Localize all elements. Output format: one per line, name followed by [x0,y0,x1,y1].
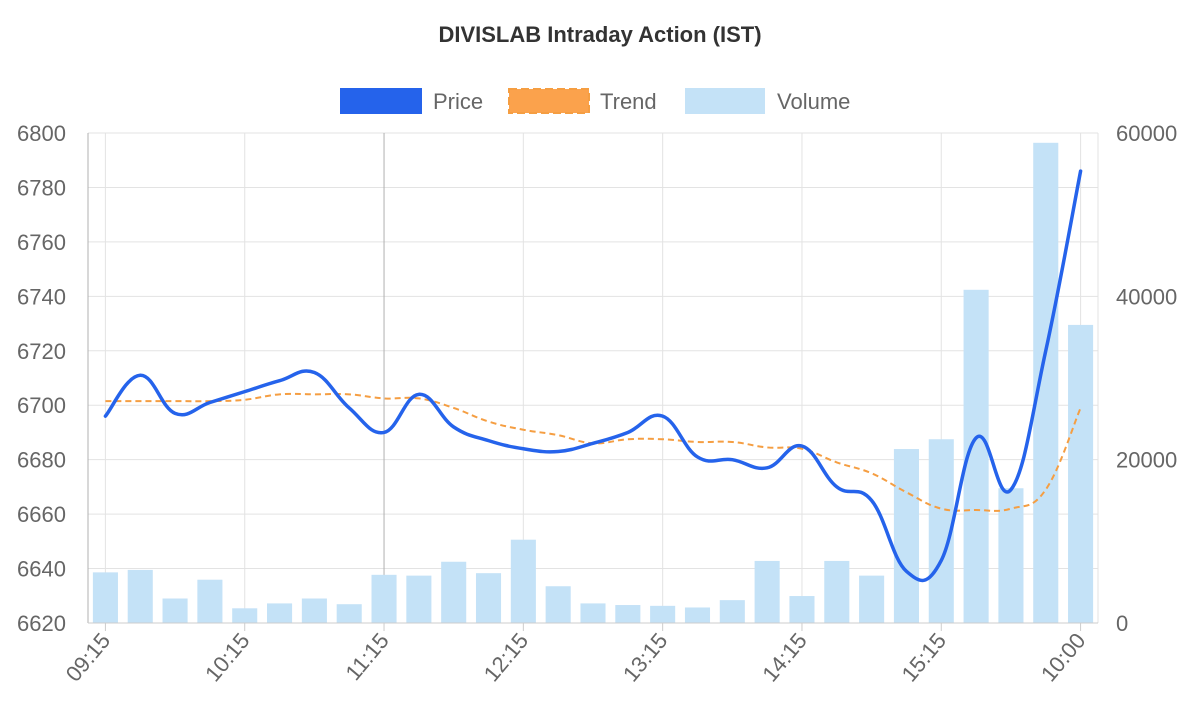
x-tick-label-5: 14:15 [757,628,812,686]
volume-bar-0 [92,572,118,623]
legend-swatch-volume [685,88,765,114]
volume-bar-4 [232,608,258,623]
legend-label-trend: Trend [600,89,657,114]
volume-bar-21 [824,560,850,623]
price-line [103,169,1083,583]
legend-label-price: Price [433,89,483,114]
volume-bar-23 [893,449,919,623]
volume-bar-8 [371,574,397,623]
y-left-tick-label-0: 6620 [17,611,66,636]
price-lines [103,169,1083,583]
volume-bar-5 [267,603,293,623]
x-tick-label-1: 10:15 [200,628,255,686]
volume-bars [92,142,1094,624]
volume-bar-17 [684,607,711,623]
volume-bar-3 [197,579,223,623]
legend-label-volume: Volume [777,89,850,114]
x-tick-label-6: 15:15 [897,628,952,686]
volume-bar-7 [336,604,362,623]
volume-bar-18 [719,600,745,623]
y-right-tick-label-3: 60000 [1116,121,1177,146]
x-tick-label-3: 12:15 [479,628,534,686]
volume-bar-12 [510,539,536,623]
y-left-tick-label-8: 6780 [17,175,66,200]
volume-bar-19 [754,560,780,623]
legend-item-volume[interactable]: Volume [685,88,850,114]
volume-bar-26 [998,488,1024,623]
legend-item-trend[interactable]: Trend [508,88,657,114]
x-tick-label-2: 11:15 [340,628,393,685]
y-left-tick-label-3: 6680 [17,448,66,473]
y-left-tick-label-4: 6700 [17,393,66,418]
volume-bar-28 [1068,324,1094,623]
y-right-tick-label-1: 20000 [1116,448,1177,473]
volume-bar-13 [545,586,571,623]
y-right-tick-label-2: 40000 [1116,284,1177,309]
volume-bar-27 [1033,142,1059,624]
legend: Price Trend Volume [340,88,850,114]
volume-bar-10 [441,561,467,623]
volume-bar-6 [301,598,327,623]
volume-bar-2 [162,598,188,623]
y-left-tick-label-7: 6760 [17,230,66,255]
legend-swatch-price [340,88,422,114]
legend-item-price[interactable]: Price [340,88,483,114]
volume-bar-15 [615,605,641,623]
volume-bar-16 [650,605,676,623]
x-tick-label-0: 09:15 [61,628,116,686]
y-left-tick-label-6: 6740 [17,284,66,309]
x-tick-label-7: 10:00 [1036,628,1091,686]
y-right-tick-label-0: 0 [1116,611,1128,636]
volume-bar-9 [406,575,432,623]
volume-bar-1 [127,569,153,623]
y-left-tick-label-9: 6800 [17,121,66,146]
y-left-tick-label-5: 6720 [17,339,66,364]
volume-bar-11 [475,573,502,623]
volume-bar-20 [789,596,815,623]
x-tick-label-4: 13:15 [618,628,673,686]
chart-title: DIVISLAB Intraday Action (IST) [438,22,761,47]
y-left-tick-label-1: 6640 [17,557,66,582]
volume-bar-14 [580,603,606,623]
volume-bar-22 [859,575,885,623]
y-left-tick-label-2: 6660 [17,502,66,527]
legend-swatch-trend [508,88,590,114]
